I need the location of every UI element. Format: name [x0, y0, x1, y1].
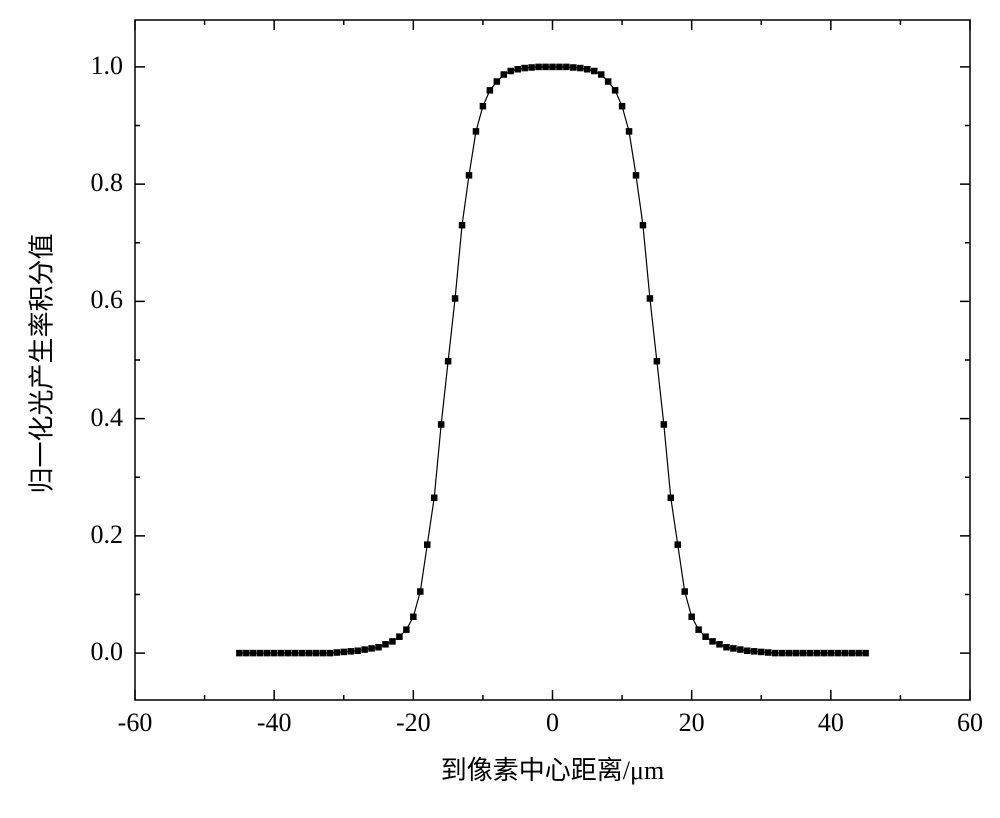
- y-tick-label: 0.4: [91, 403, 124, 433]
- x-tick-label: 20: [662, 708, 722, 738]
- x-axis-title: 到像素中心距离/μm: [0, 750, 1000, 787]
- y-tick-label: 1.0: [91, 51, 124, 81]
- y-axis-title: 归一化光产生率积分值: [22, 184, 59, 544]
- x-tick-label: -40: [244, 708, 304, 738]
- y-tick-label: 0.2: [91, 520, 124, 550]
- x-tick-label: 40: [801, 708, 861, 738]
- x-tick-label: -60: [105, 708, 165, 738]
- chart-container: 到像素中心距离/μm 归一化光产生率积分值 -60 -40 -20 0 20 40 60 0.…: [0, 0, 1000, 818]
- chart-svg: [0, 0, 1000, 818]
- y-tick-label: 0.6: [91, 285, 124, 315]
- x-tick-label: 60: [940, 708, 1000, 738]
- x-tick-label: 0: [523, 708, 583, 738]
- y-tick-label: 0.8: [91, 168, 124, 198]
- y-tick-label: 0.0: [91, 637, 124, 667]
- x-tick-label: -20: [383, 708, 443, 738]
